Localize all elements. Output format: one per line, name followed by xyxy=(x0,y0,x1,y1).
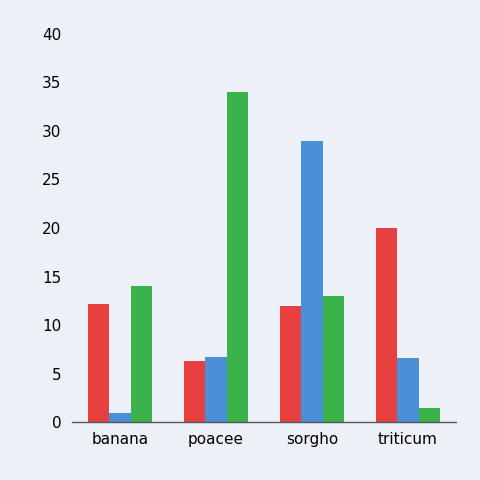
Bar xyxy=(184,361,205,422)
Bar xyxy=(301,141,323,422)
Bar xyxy=(131,286,152,422)
Bar xyxy=(376,228,397,422)
Bar xyxy=(280,306,301,422)
Bar xyxy=(419,408,440,422)
Bar xyxy=(323,296,344,422)
Bar xyxy=(397,358,419,422)
Bar xyxy=(88,304,109,422)
Bar xyxy=(109,413,131,422)
Bar xyxy=(205,357,227,422)
Bar xyxy=(227,92,248,422)
